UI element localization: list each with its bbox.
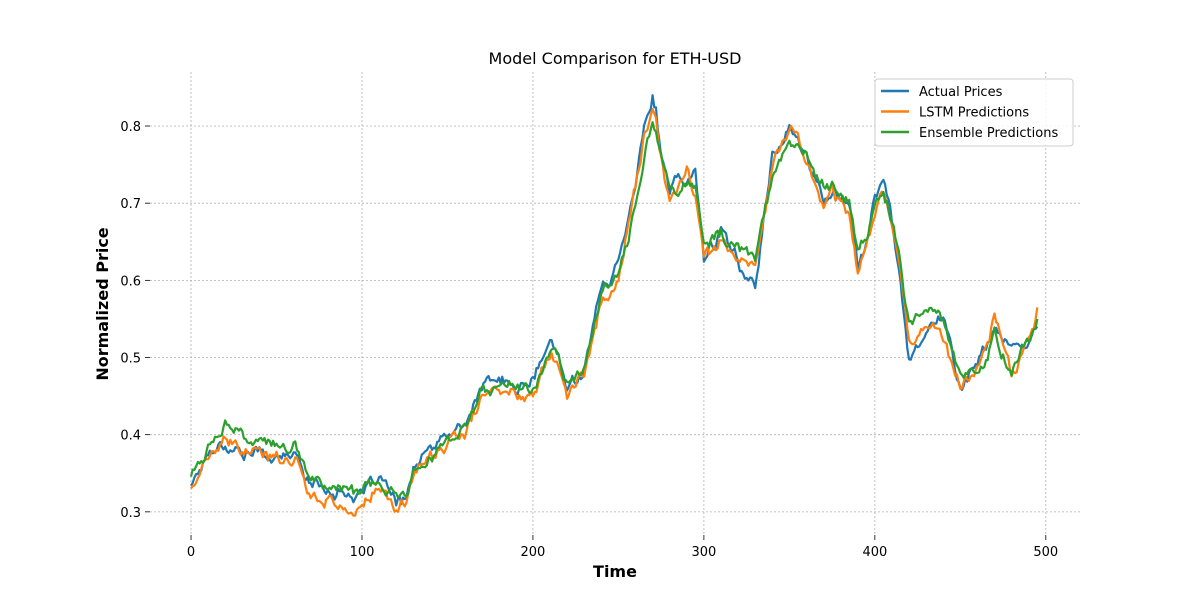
y-tick-label: 0.6 [120,274,141,289]
y-tick-label: 0.7 [120,197,141,212]
legend-label: LSTM Predictions [919,106,1029,121]
series-layer [189,94,1039,517]
y-tick-label: 0.4 [120,429,141,444]
x-tick-label: 200 [521,545,546,560]
legend-label: Ensemble Predictions [919,126,1058,141]
legend: Actual Prices LSTM Predictions Ensemble Pr… [874,78,1074,147]
y-axis-label: Normalized Price [93,227,112,380]
y-tick-label: 0.8 [120,120,141,135]
x-tick-label: 300 [691,545,716,560]
y-tick-label: 0.5 [120,352,141,367]
grid-layer [150,72,1080,535]
chart-title: Model Comparison for ETH-USD [489,49,742,68]
series-line [189,121,1039,499]
x-tick-label: 400 [862,545,887,560]
legend-box [874,78,1074,147]
legend-label: Actual Prices [919,85,1003,100]
ticks-layer: 0 100 200 300 400 500 0.3 0.4 0.5 0.6 0.7 0.8 [120,120,1058,560]
series-line [190,108,1039,517]
x-tick-label: 500 [1033,545,1058,560]
x-tick-label: 100 [350,545,375,560]
x-axis-label: Time [593,562,637,581]
series-line [190,94,1039,507]
x-tick-label: 0 [187,545,195,560]
y-tick-label: 0.3 [120,506,141,521]
